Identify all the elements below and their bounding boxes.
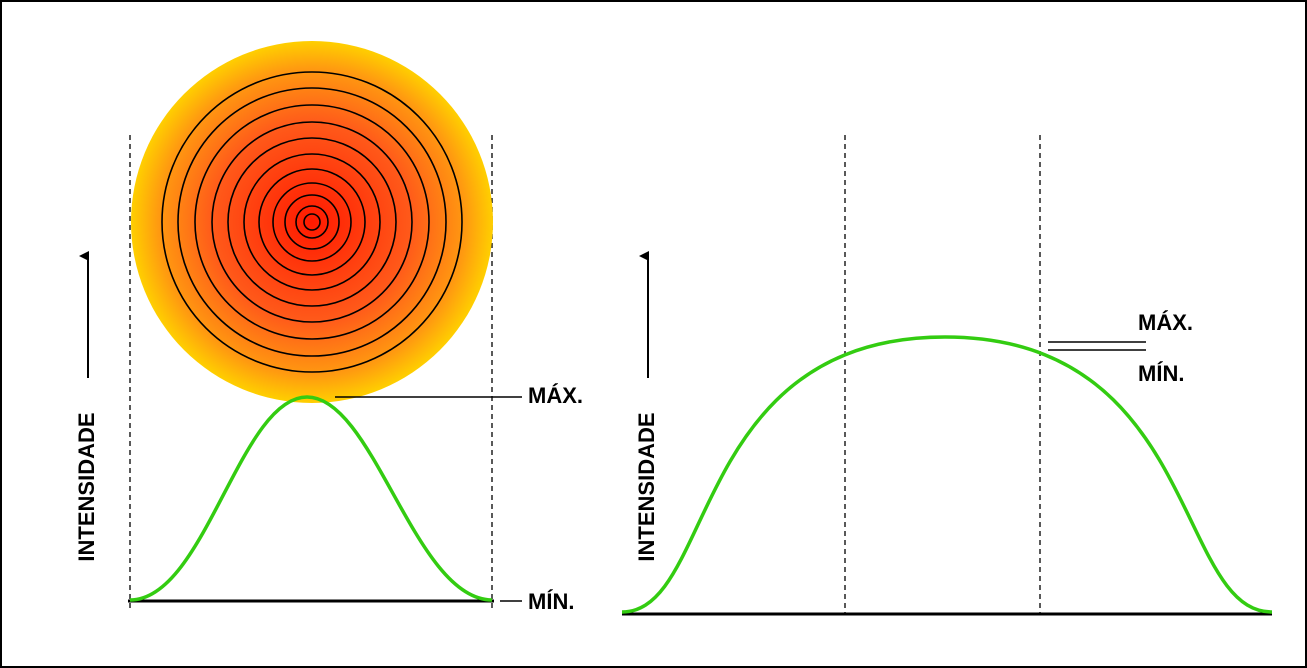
max-label: MÁX. bbox=[528, 383, 583, 408]
axis-label: INTENSIDADE bbox=[634, 412, 659, 561]
beam-spot bbox=[131, 41, 493, 403]
diagram: MÁX. MÍN. INTENSIDADE MÁX. MÍN. INTENSID… bbox=[0, 0, 1307, 668]
min-label: MÍN. bbox=[1138, 361, 1184, 386]
min-label: MÍN. bbox=[528, 589, 574, 614]
max-label: MÁX. bbox=[1138, 310, 1193, 335]
axis-label: INTENSIDADE bbox=[74, 412, 99, 561]
